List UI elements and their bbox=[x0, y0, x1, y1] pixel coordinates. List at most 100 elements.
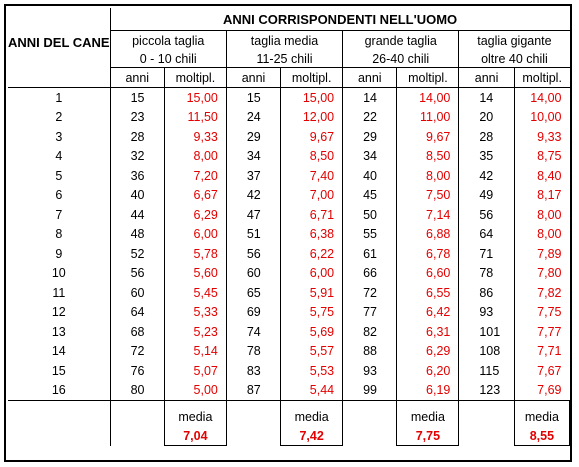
multiplier-cell: 7,00 bbox=[280, 185, 344, 205]
group-range-medium: 11-25 chili bbox=[226, 50, 344, 68]
table-title: ANNI CORRISPONDENTI NELL'UOMO bbox=[109, 8, 570, 31]
media-box-top bbox=[513, 400, 571, 407]
human-years-cell: 29 bbox=[342, 127, 398, 147]
multiplier-cell: 7,40 bbox=[280, 166, 344, 186]
dog-years-cell: 2 bbox=[8, 107, 111, 127]
multiplier-cell: 6,71 bbox=[280, 205, 344, 225]
multiplier-cell: 7,82 bbox=[537, 285, 562, 300]
multiplier-cell: 8,50 bbox=[280, 146, 344, 166]
multiplier-cell: 5,69 bbox=[280, 322, 344, 342]
human-years-cell: 23 bbox=[110, 107, 165, 127]
col-header-moltipl: moltipl. bbox=[514, 67, 570, 88]
group-range-large: 26-40 chili bbox=[342, 50, 460, 68]
human-years-cell: 68 bbox=[110, 322, 165, 342]
multiplier-cell: 7,80 bbox=[537, 266, 562, 281]
table-row: 4 32 8,00 34 8,50 34 8,50 35 8,75 bbox=[8, 146, 570, 166]
media-value: 8,55 bbox=[513, 426, 571, 446]
human-years-cell: 37 bbox=[226, 166, 282, 186]
multiplier-cell: 8,75 bbox=[537, 149, 562, 164]
multiplier-cell: 7,20 bbox=[164, 166, 227, 186]
multiplier-cell: 15,00 bbox=[280, 87, 344, 108]
dog-years-header-text: ANNI DEL CANE bbox=[8, 34, 110, 50]
human-years-cell: 36 bbox=[110, 166, 165, 186]
multiplier-cell: 7,69 bbox=[514, 380, 570, 401]
empty-cell bbox=[8, 426, 111, 446]
dog-years-cell: 14 bbox=[8, 341, 111, 361]
human-years-cell: 15 bbox=[110, 87, 165, 108]
table-row: 10 56 5,60 60 6,00 66 6,60 78 7,80 bbox=[8, 263, 570, 283]
dog-years-cell: 1 bbox=[8, 87, 111, 108]
human-years-cell: 40 bbox=[110, 185, 165, 205]
empty-cell bbox=[226, 426, 280, 446]
dog-years-cell: 11 bbox=[8, 283, 111, 303]
col-header-anni: anni bbox=[226, 67, 282, 88]
human-years-cell: 88 bbox=[342, 341, 398, 361]
table-row: 16 80 5,00 87 5,44 99 6,19 123 7,69 bbox=[8, 380, 570, 401]
human-years-cell: 28 bbox=[458, 127, 515, 147]
media-label: media bbox=[163, 407, 227, 426]
human-years-cell: 49 bbox=[458, 185, 515, 205]
dog-years-cell: 10 bbox=[8, 263, 111, 283]
human-years-cell: 108 bbox=[458, 341, 515, 361]
human-years-cell: 14 bbox=[342, 87, 398, 108]
multiplier-cell: 11,00 bbox=[396, 107, 460, 127]
multiplier-cell: 10,00 bbox=[530, 110, 562, 125]
dog-years-cell: 5 bbox=[8, 166, 111, 186]
human-years-cell: 72 bbox=[342, 283, 398, 303]
multiplier-cell: 7,50 bbox=[396, 185, 460, 205]
multiplier-cell: 6,19 bbox=[396, 380, 460, 401]
human-years-cell: 74 bbox=[226, 322, 282, 342]
human-years-cell: 64 bbox=[458, 224, 515, 244]
group-name-large: grande taglia bbox=[342, 30, 460, 50]
col-header-anni: anni bbox=[110, 67, 165, 88]
group-range-small: 0 - 10 chili bbox=[110, 50, 227, 68]
table-body: ANNI CORRISPONDENTI NELL'UOMO ANNI DEL C… bbox=[8, 8, 571, 446]
table-row: 6 40 6,67 42 7,00 45 7,50 49 8,17 bbox=[8, 185, 570, 205]
multiplier-cell: 7,14 bbox=[396, 205, 460, 225]
human-years-cell: 15 bbox=[226, 87, 282, 108]
multiplier-cell: 5,53 bbox=[280, 361, 344, 381]
media-value: 7,75 bbox=[396, 426, 460, 446]
multiplier-cell: 6,29 bbox=[164, 205, 227, 225]
human-years-cell: 56 bbox=[458, 205, 515, 225]
human-years-cell: 77 bbox=[342, 302, 398, 322]
human-years-cell: 78 bbox=[458, 263, 515, 283]
multiplier-cell: 15,00 bbox=[164, 87, 227, 108]
multiplier-cell: 5,33 bbox=[164, 302, 227, 322]
col-header-moltipl: moltipl. bbox=[280, 67, 344, 88]
human-years-cell: 93 bbox=[458, 302, 515, 322]
table-row: 11 60 5,45 65 5,91 72 6,55 86 7,82 bbox=[8, 283, 570, 303]
human-years-cell: 42 bbox=[226, 185, 282, 205]
human-years-cell: 35 bbox=[458, 146, 515, 166]
multiplier-cell: 9,67 bbox=[280, 127, 344, 147]
human-years-cell: 29 bbox=[226, 127, 282, 147]
dog-header-top-cell bbox=[8, 8, 111, 31]
multiplier-cell: 7,89 bbox=[537, 246, 562, 261]
multiplier-cell: 7,75 bbox=[537, 305, 562, 320]
multiplier-cell: 8,00 bbox=[164, 146, 227, 166]
multiplier-cell: 14,00 bbox=[530, 90, 562, 105]
human-years-cell: 87 bbox=[226, 380, 282, 401]
human-years-cell: 14 bbox=[458, 87, 515, 108]
human-years-cell: 52 bbox=[110, 244, 165, 264]
multiplier-cell: 7,77 bbox=[537, 324, 562, 339]
multiplier-cell: 11,50 bbox=[164, 107, 227, 127]
media-label: media bbox=[280, 407, 344, 426]
human-years-cell: 55 bbox=[342, 224, 398, 244]
human-years-cell: 71 bbox=[458, 244, 515, 264]
dog-years-cell: 16 bbox=[8, 380, 111, 401]
human-years-cell: 123 bbox=[458, 380, 515, 401]
dog-age-table-frame: ANNI CORRISPONDENTI NELL'UOMO ANNI DEL C… bbox=[4, 4, 572, 462]
human-years-cell: 32 bbox=[110, 146, 165, 166]
empty-cell bbox=[110, 426, 164, 446]
human-years-cell: 34 bbox=[342, 146, 398, 166]
multiplier-cell: 8,00 bbox=[537, 207, 562, 222]
dog-years-header: ANNI DEL CANE bbox=[8, 30, 111, 68]
multiplier-cell: 5,60 bbox=[164, 263, 227, 283]
human-years-cell: 24 bbox=[226, 107, 282, 127]
multiplier-cell: 5,57 bbox=[280, 341, 344, 361]
table-row: 12 64 5,33 69 5,75 77 6,42 93 7,75 bbox=[8, 302, 570, 322]
table-row: 15 76 5,07 83 5,53 93 6,20 115 7,67 bbox=[8, 361, 570, 381]
media-box-top bbox=[280, 400, 344, 407]
table-row: 3 28 9,33 29 9,67 29 9,67 28 9,33 bbox=[8, 127, 570, 147]
